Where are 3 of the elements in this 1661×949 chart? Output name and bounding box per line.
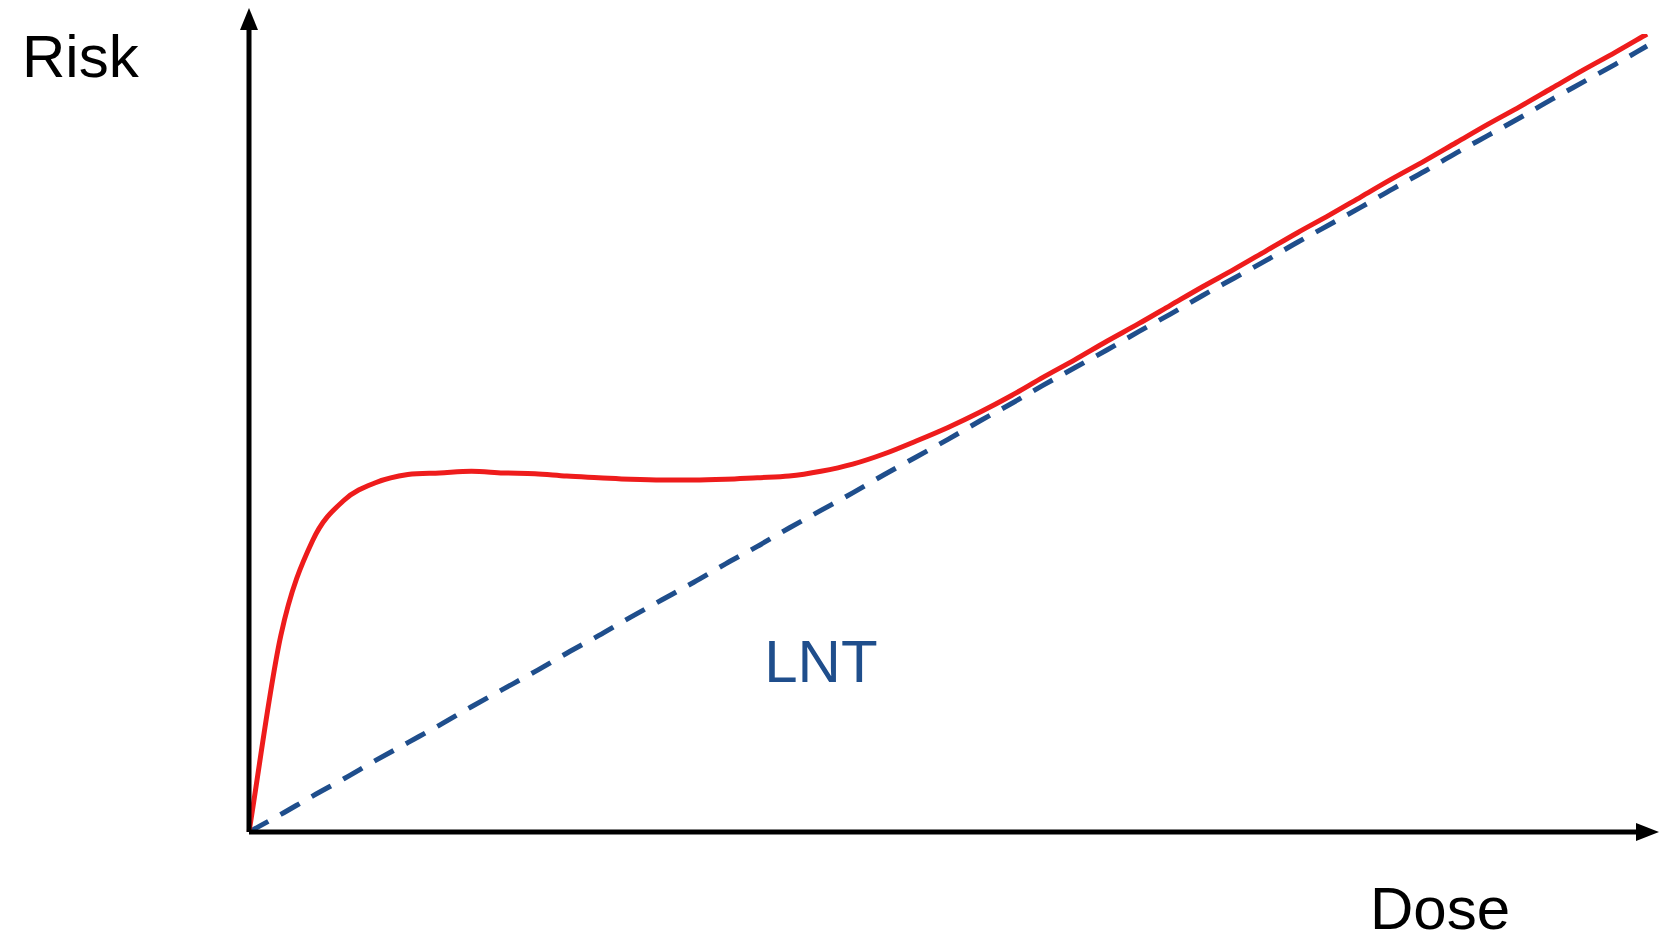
series-label: LNT (764, 627, 878, 695)
y-axis-title: Risk (22, 22, 140, 90)
x-axis-title: Dose (1370, 874, 1511, 942)
